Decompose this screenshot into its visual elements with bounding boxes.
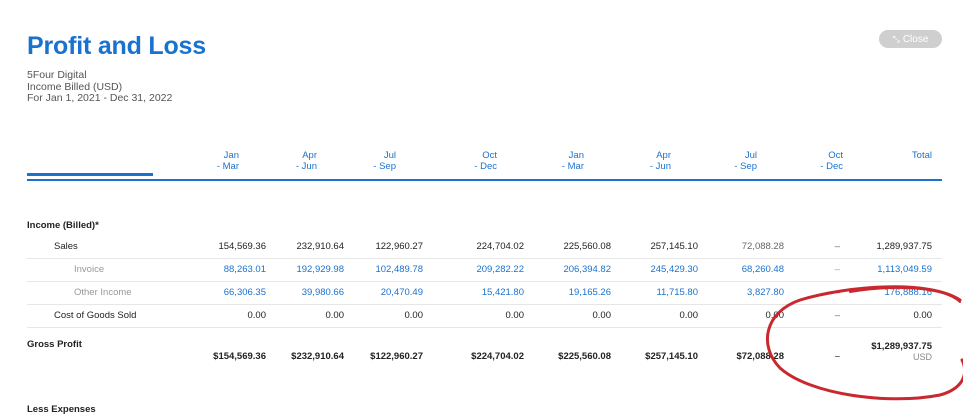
cell: $122,960.27 — [370, 351, 423, 362]
report-period: For Jan 1, 2021 - Dec 31, 2022 — [27, 92, 173, 104]
cell-link[interactable]: 1,113,049.59 — [877, 264, 932, 275]
cell: 0.00 — [592, 310, 612, 321]
column-header-total: Total — [862, 150, 932, 161]
col-l1: Jul — [744, 150, 757, 161]
col-l1: Oct — [482, 150, 497, 161]
cell: – — [834, 287, 840, 298]
cell-link[interactable]: 68,260.48 — [741, 264, 784, 275]
cell: $224,704.02 — [471, 351, 524, 362]
col-l2: Total — [911, 150, 932, 161]
collapse-arrows-icon: ⤡ — [892, 34, 900, 44]
cell: 257,145.10 — [650, 241, 698, 252]
cell-link[interactable]: 176,888.16 — [884, 287, 932, 298]
table-row-sales: Sales 154,569.36 232,910.64 122,960.27 2… — [27, 236, 942, 259]
cell-link[interactable]: 15,421.80 — [481, 287, 524, 298]
currency-label: USD — [912, 352, 932, 362]
col-l1: Jan — [568, 150, 584, 161]
cell: 0.00 — [913, 310, 933, 321]
cell: 0.00 — [404, 310, 424, 321]
column-header-q3-2021: Jul - Sep — [326, 150, 396, 172]
col-l1: Jul — [383, 150, 396, 161]
cell: 224,704.02 — [476, 241, 524, 252]
header-divider — [27, 179, 942, 181]
col-l2: - Jun — [295, 161, 317, 172]
cell: – — [834, 310, 840, 321]
cell-link[interactable]: 39,980.66 — [301, 287, 344, 298]
cell: – — [834, 264, 840, 275]
cell: $257,145.10 — [645, 351, 698, 362]
section-income-title: Income (Billed)* — [27, 220, 99, 231]
row-label: Cost of Goods Sold — [54, 310, 137, 321]
table-row-other-income[interactable]: Other Income 66,306.35 39,980.66 20,470.… — [27, 282, 942, 305]
column-header-q1-2021: Jan - Mar — [169, 150, 239, 172]
company-name: 5Four Digital — [27, 69, 87, 81]
cell: 122,960.27 — [375, 241, 423, 252]
cell: 72,088.28 — [741, 241, 784, 252]
col-l2: - Sep — [373, 161, 396, 172]
row-label: Sales — [54, 241, 78, 252]
report-basis: Income Billed (USD) — [27, 80, 123, 93]
table-row-invoice[interactable]: Invoice 88,263.01 192,929.98 102,489.78 … — [27, 259, 942, 282]
active-column-indicator — [27, 173, 153, 176]
cell-link[interactable]: 3,827.80 — [747, 287, 784, 298]
cell: 225,560.08 — [563, 241, 611, 252]
page-title: Profit and Loss — [27, 32, 206, 60]
cell: $154,569.36 — [213, 351, 266, 362]
close-label: Close — [902, 34, 929, 45]
report-meta: 5Four Digital Income Billed (USD) For Ja… — [27, 69, 173, 105]
col-l1: Apr — [656, 150, 671, 161]
cell: 0.00 — [325, 310, 345, 321]
row-label: Other Income — [74, 287, 132, 298]
cell: 154,569.36 — [218, 241, 266, 252]
col-l2: - Dec — [474, 161, 497, 172]
column-header-q1-2022: Jan - Mar — [514, 150, 584, 172]
cell-link[interactable]: 19,165.26 — [568, 287, 611, 298]
cell: 1,289,937.75 — [876, 241, 932, 252]
column-header-q4-2021: Oct - Dec — [427, 150, 497, 172]
cell: – — [834, 241, 840, 252]
col-l2: - Mar — [561, 161, 584, 172]
cell-link[interactable]: 88,263.01 — [223, 264, 266, 275]
cell: 0.00 — [505, 310, 525, 321]
col-l2: - Mar — [216, 161, 239, 172]
column-header-q3-2022: Jul - Sep — [687, 150, 757, 172]
col-l1: Jan — [223, 150, 239, 161]
table-row-gross-profit: $154,569.36 $232,910.64 $122,960.27 $224… — [27, 341, 942, 368]
cell-link[interactable]: 209,282.22 — [476, 264, 524, 275]
col-l2: - Dec — [820, 161, 843, 172]
col-l1: Apr — [302, 150, 317, 161]
cell-link[interactable]: 66,306.35 — [223, 287, 266, 298]
cell: 232,910.64 — [296, 241, 344, 252]
cell: $72,088.28 — [736, 351, 784, 362]
cell-link[interactable]: 20,470.49 — [380, 287, 423, 298]
section-expenses-title: Less Expenses — [27, 404, 96, 415]
cell-link[interactable]: 102,489.78 — [375, 264, 423, 275]
col-l1: Oct — [828, 150, 843, 161]
table-row-cogs: Cost of Goods Sold 0.00 0.00 0.00 0.00 0… — [27, 305, 942, 328]
close-button[interactable]: ⤡ Close — [879, 30, 942, 48]
row-label: Invoice — [74, 264, 105, 275]
cell-link[interactable]: 11,715.80 — [656, 287, 698, 298]
col-l2: - Sep — [734, 161, 757, 172]
cell: 0.00 — [679, 310, 699, 321]
gross-profit-label: Gross Profit — [27, 339, 82, 350]
cell: 0.00 — [247, 310, 267, 321]
cell: $232,910.64 — [291, 351, 344, 362]
column-header-q2-2022: Apr - Jun — [601, 150, 671, 172]
cell-link[interactable]: 206,394.82 — [563, 264, 611, 275]
column-header-q4-2022: Oct - Dec — [773, 150, 843, 172]
col-l2: - Jun — [649, 161, 671, 172]
column-header-q2-2021: Apr - Jun — [247, 150, 317, 172]
cell: – — [834, 351, 840, 362]
cell-link[interactable]: 192,929.98 — [296, 264, 344, 275]
cell-link[interactable]: 245,429.30 — [650, 264, 698, 275]
cell: $225,560.08 — [558, 351, 611, 362]
